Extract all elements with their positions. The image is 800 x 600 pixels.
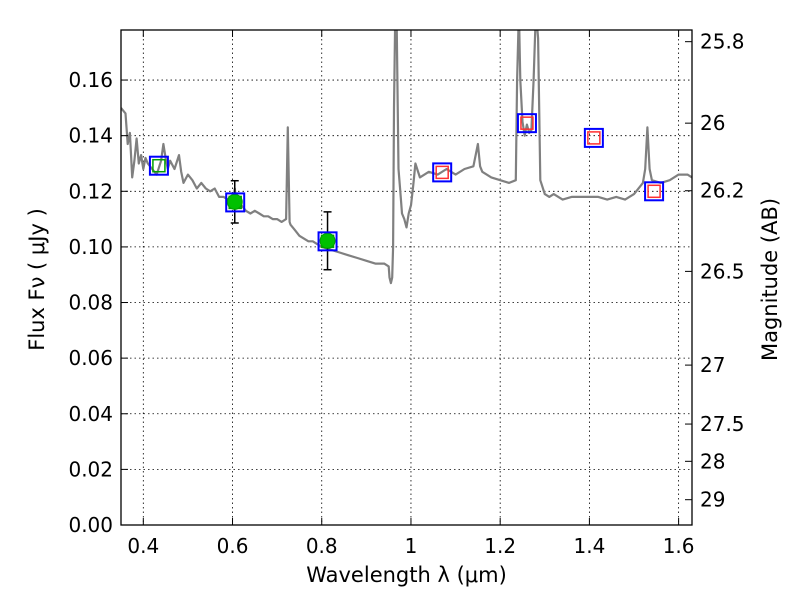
x-tick-label: 1.6 <box>663 534 695 558</box>
plot-frame <box>120 29 693 526</box>
model-inner-marker <box>647 184 661 199</box>
y-tick-label: 0.16 <box>68 68 113 92</box>
y-tick-label: 0.08 <box>68 291 113 315</box>
model-point <box>148 155 169 176</box>
observed-point <box>319 232 336 249</box>
model-inner-marker <box>435 165 449 180</box>
spectrum-line <box>121 30 692 285</box>
y-tick-label: 0.02 <box>68 457 113 481</box>
model-inner-marker <box>152 158 166 173</box>
model-point <box>317 231 338 252</box>
model-point <box>432 162 453 183</box>
axis-ticks: 0.4 0.6 0.8 1 1.2 1.4 1.6 0.00 0.02 0.04 0.06 0.08 0… <box>68 30 744 558</box>
data-markers <box>148 113 665 271</box>
y2-axis-title: Magnitude (AB) <box>758 198 782 361</box>
y2-tick-label: 27 <box>700 353 725 377</box>
y-axis-title: Flux Fν ( μJy ) <box>25 208 49 351</box>
observed-point <box>226 193 243 210</box>
y-tick-label: 0.06 <box>68 346 113 370</box>
x-tick-label: 0.4 <box>127 534 159 558</box>
y-tick-label: 0.04 <box>68 402 113 426</box>
y-tick-label: 0.12 <box>68 179 113 203</box>
model-point <box>644 181 665 202</box>
x-tick-label: 1 <box>405 534 418 558</box>
spectrum-series <box>121 30 692 285</box>
x-tick-label: 0.6 <box>217 534 249 558</box>
model-inner-marker <box>587 131 601 145</box>
y2-tick-label: 28 <box>700 449 725 473</box>
x-tick-label: 0.8 <box>306 534 338 558</box>
y2-tick-label: 27.5 <box>700 412 745 436</box>
y-tick-label: 0.00 <box>68 513 113 537</box>
y-tick-label: 0.10 <box>68 235 113 259</box>
y2-tick-label: 25.8 <box>700 30 745 54</box>
y2-tick-label: 26 <box>700 111 725 135</box>
y-tick-label: 0.14 <box>68 124 113 148</box>
y2-tick-label: 26.2 <box>700 179 745 203</box>
y2-tick-label: 29 <box>700 488 725 512</box>
grid <box>121 30 692 526</box>
x-tick-label: 1.4 <box>573 534 605 558</box>
model-point <box>225 192 246 213</box>
model-inner-marker <box>520 116 534 130</box>
model-point <box>583 127 604 148</box>
y2-tick-label: 26.5 <box>700 259 745 283</box>
model-point <box>516 113 537 134</box>
x-axis-title: Wavelength λ (μm) <box>306 563 507 587</box>
x-tick-label: 1.2 <box>484 534 516 558</box>
